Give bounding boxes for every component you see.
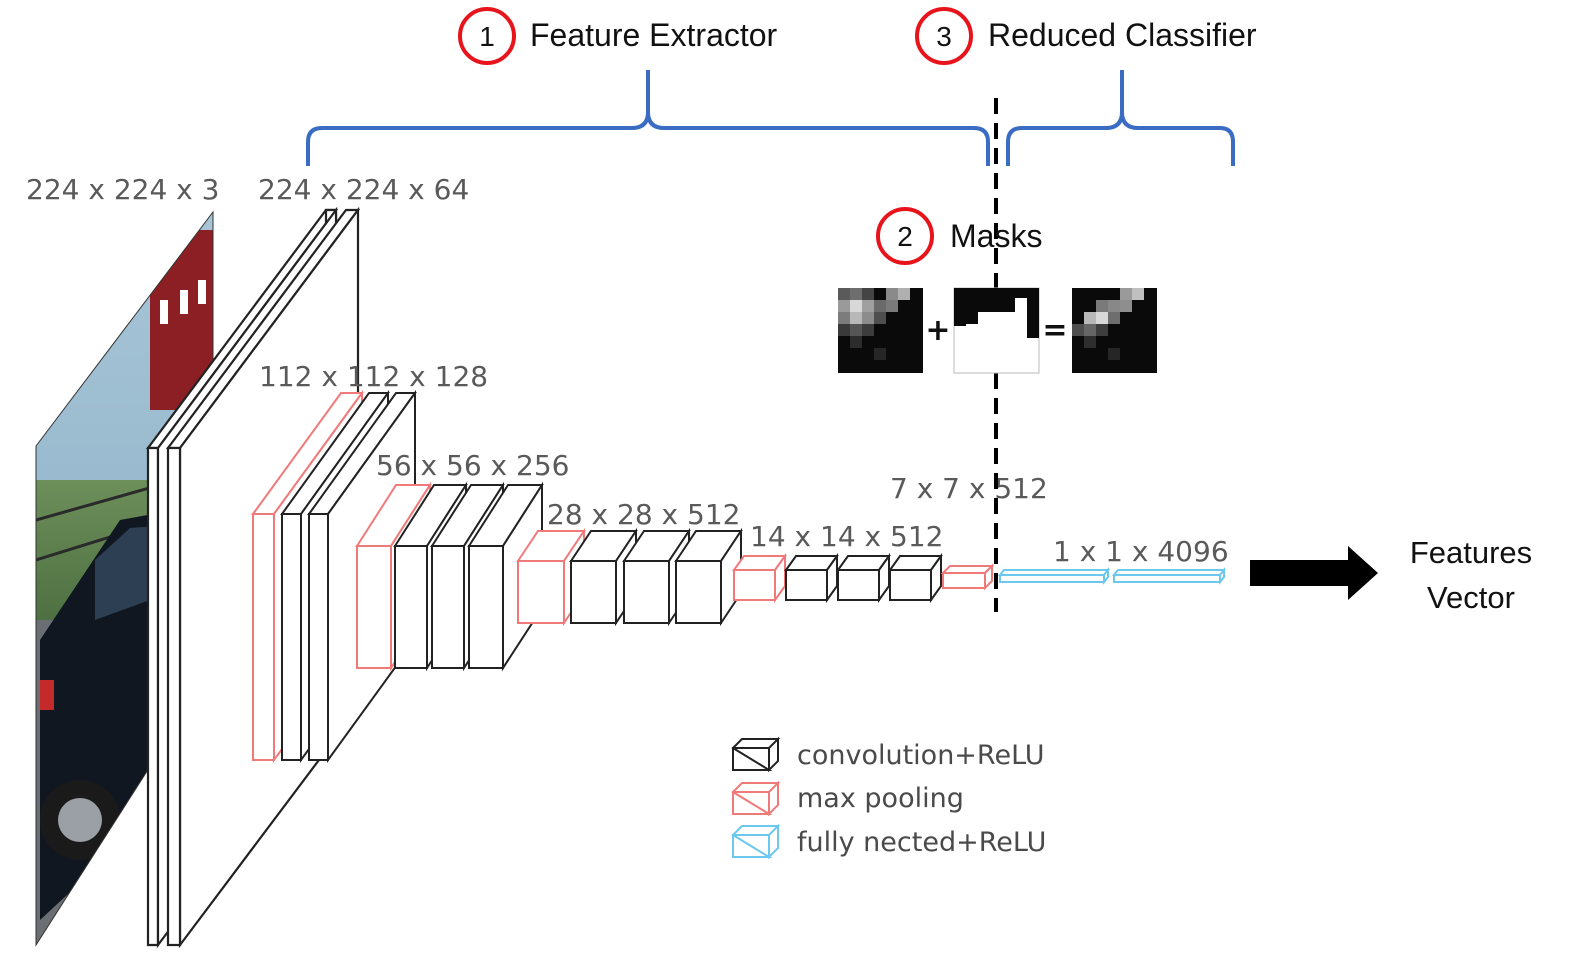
mask-plus-sign: + — [925, 313, 950, 348]
legend-swatch-conv — [731, 736, 781, 773]
step-number-3: 3 — [936, 21, 952, 52]
pool5-block — [940, 563, 995, 591]
legend-label-conv: convolution+ReLU — [797, 740, 1045, 771]
dim-conv1-label: 224 x 224 x 64 — [258, 173, 469, 206]
legend-item-conv — [731, 736, 781, 773]
conv2-block — [251, 389, 417, 764]
dim-input-label: 224 x 224 x 3 — [26, 173, 219, 206]
feature-extractor-brace — [306, 70, 990, 166]
step-circle-2 — [876, 207, 934, 265]
step-label-feature-extractor: Feature Extractor — [530, 17, 778, 53]
legend: convolution+ReLU max pooling fully necte… — [731, 736, 1046, 860]
legend-item-pool — [731, 780, 781, 817]
reduced-classifier-brace — [1006, 70, 1235, 166]
mask-equals-sign: = — [1042, 313, 1067, 348]
step-masks: 2 Masks — [876, 207, 1042, 265]
step-number-2: 2 — [897, 221, 913, 252]
binary-mask — [953, 287, 1040, 374]
legend-label-pool: max pooling — [797, 783, 964, 814]
legend-label-fc: fully nected+ReLU — [797, 827, 1046, 858]
output-label-line1: Features — [1410, 535, 1532, 570]
step-reduced-classifier: 3 Reduced Classifier — [915, 7, 1257, 65]
mask-equation: + = — [838, 287, 1157, 374]
conv5-block — [732, 552, 943, 604]
output-label-line2: Vector — [1427, 580, 1515, 615]
dim-conv4-label: 28 x 28 x 512 — [547, 498, 740, 531]
conv3-block — [355, 481, 544, 672]
step-circle-3 — [915, 7, 973, 65]
fc-layers — [997, 567, 1227, 585]
step-circle-1 — [458, 7, 516, 65]
activation-map-after — [1072, 288, 1157, 373]
step-feature-extractor: 1 Feature Extractor — [458, 7, 778, 65]
dim-conv5-label: 14 x 14 x 512 — [750, 520, 943, 553]
dim-conv2-label: 112 x 112 x 128 — [259, 360, 488, 393]
step-label-reduced-classifier: Reduced Classifier — [988, 17, 1257, 53]
conv4-block — [516, 527, 743, 627]
dim-fc-label: 1 x 1 x 4096 — [1053, 535, 1229, 568]
legend-item-fc — [731, 823, 781, 860]
legend-swatch-pool — [731, 780, 781, 817]
dim-pool5-label: 7 x 7 x 512 — [890, 472, 1048, 505]
dim-conv3-label: 56 x 56 x 256 — [376, 449, 569, 482]
output-arrow — [1250, 546, 1378, 600]
legend-swatch-fc — [731, 823, 781, 860]
activation-map-before — [838, 288, 923, 373]
step-label-masks: Masks — [950, 218, 1042, 254]
step-number-1: 1 — [479, 21, 495, 52]
